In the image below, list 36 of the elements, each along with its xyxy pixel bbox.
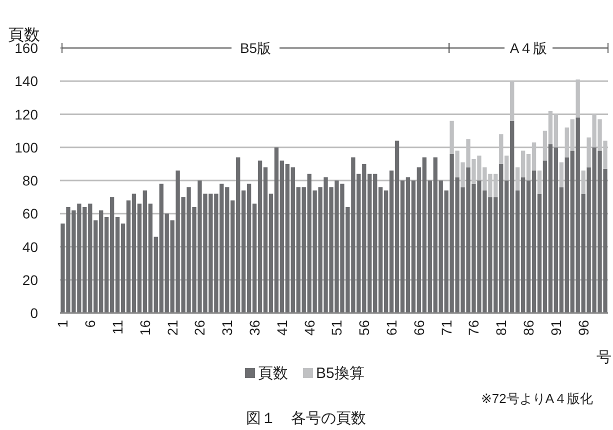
y-tick-label: 40 xyxy=(22,238,38,255)
text: 図１ 各号の頁数 xyxy=(246,410,366,427)
x-tick-label: 81 xyxy=(493,320,510,336)
x-tick-label: 71 xyxy=(438,320,454,336)
x-tick-label: 31 xyxy=(219,320,236,336)
x-tick-label: 51 xyxy=(328,320,345,336)
x-tick-label: 96 xyxy=(575,320,592,336)
x-tick-label: 46 xyxy=(301,320,318,336)
x-tick-label: 86 xyxy=(520,320,537,336)
y-tick-label: 100 xyxy=(14,139,38,156)
x-tick-label: 1 xyxy=(54,320,71,328)
x-axis-title: 号 xyxy=(596,349,612,366)
x-tick-label: 41 xyxy=(274,320,290,336)
x-tick-label: 36 xyxy=(246,320,263,336)
y-tick-label: 60 xyxy=(22,206,38,222)
x-tick-label: 11 xyxy=(110,320,126,335)
x-tick-label: 6 xyxy=(82,320,98,328)
y-tick-label: 120 xyxy=(14,106,38,122)
y-tick-label: 20 xyxy=(22,272,38,288)
text: ※72号よりA４版化 xyxy=(480,391,593,406)
x-tick-label: 26 xyxy=(192,320,208,336)
legend-label: 頁数 xyxy=(258,365,288,382)
x-tick-label: 56 xyxy=(356,320,372,336)
x-tick-label: 61 xyxy=(384,320,400,336)
y-axis-title: 頁数 xyxy=(8,27,40,44)
x-tick-label: 66 xyxy=(410,320,427,336)
y-tick-label: 0 xyxy=(30,305,38,321)
annotation: A４版 xyxy=(510,40,548,56)
x-tick-label: 91 xyxy=(548,320,564,336)
annotation: B5版 xyxy=(240,40,272,56)
x-tick-label: 21 xyxy=(164,320,180,336)
y-tick-label: 140 xyxy=(14,73,38,90)
y-tick-label: 80 xyxy=(22,172,38,188)
legend-label: B5換算 xyxy=(316,365,364,382)
x-tick-label: 76 xyxy=(466,320,482,336)
x-tick-label: 16 xyxy=(136,320,153,336)
